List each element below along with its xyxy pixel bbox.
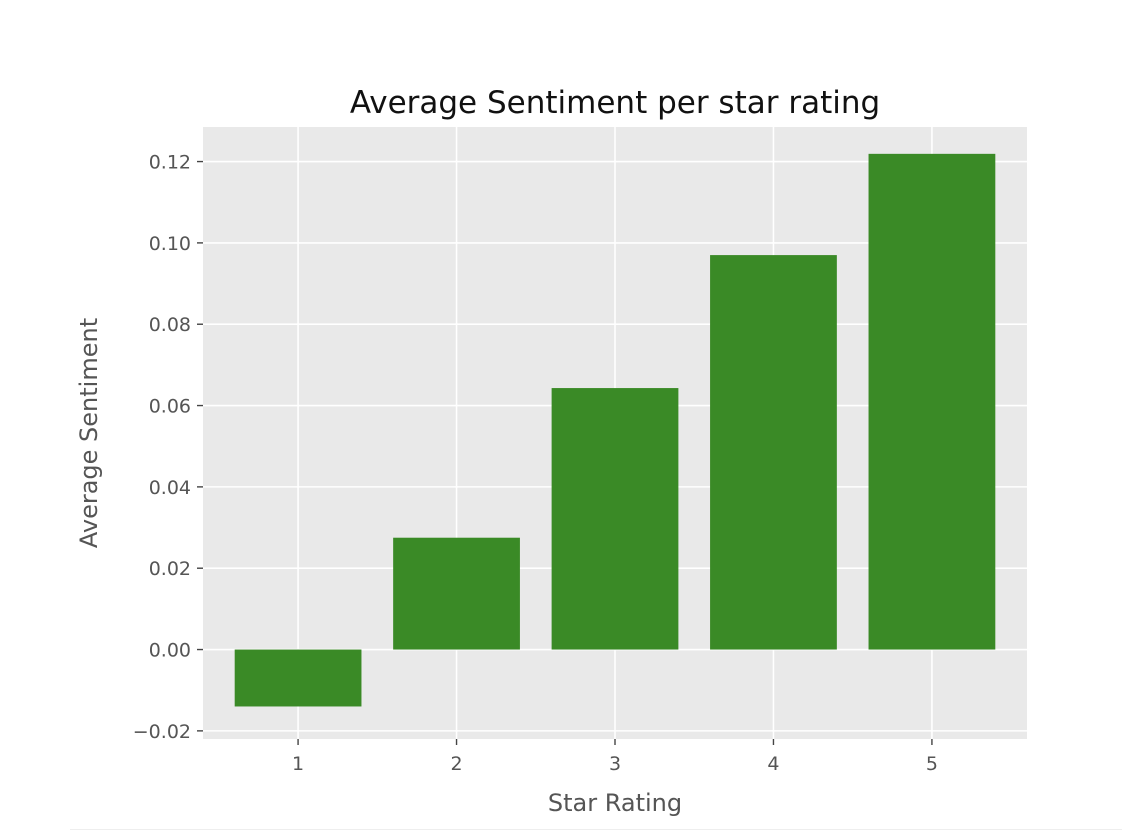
y-tick-label: 0.06 [149, 396, 191, 418]
y-tick-label: 0.08 [149, 314, 191, 336]
x-tick-label: 4 [767, 753, 779, 775]
x-tick-label: 2 [450, 753, 462, 775]
ticks-layer: −0.02 0.00 0.02 0.04 0.06 0.08 0.10 0.12 1 2 3 4 5 [133, 152, 938, 775]
bar-star-3 [551, 388, 679, 650]
bars-layer [234, 153, 996, 707]
x-tick-label: 1 [292, 753, 304, 775]
y-tick-label: 0.02 [149, 558, 191, 580]
x-tick-label: 5 [926, 753, 938, 775]
y-tick-label: −0.02 [133, 721, 191, 743]
x-axis-label: Star Rating [548, 789, 682, 817]
y-tick-label: 0.12 [149, 152, 191, 174]
bar-star-4 [710, 255, 837, 650]
bottom-divider [70, 829, 1122, 830]
y-tick-label: 0.04 [149, 477, 191, 499]
bar-star-1 [234, 649, 362, 707]
bar-star-2 [393, 537, 520, 650]
y-tick-label: 0.00 [149, 640, 191, 662]
y-axis-label: Average Sentiment [75, 318, 103, 548]
bar-star-5 [868, 153, 996, 650]
y-tick-label: 0.10 [149, 233, 191, 255]
chart-title: Average Sentiment per star rating [350, 85, 880, 121]
x-tick-label: 3 [609, 753, 621, 775]
